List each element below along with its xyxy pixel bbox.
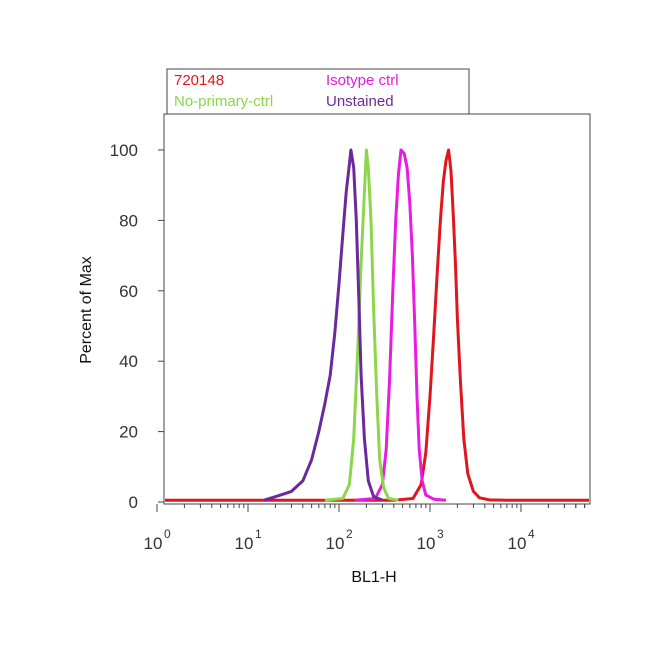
series-line-720148 [165,148,589,502]
x-tick-exponent: 0 [164,527,171,541]
legend-label-720148: 720148 [174,72,224,89]
x-tick-label: 10 [326,534,345,553]
x-tick-label: 10 [235,534,254,553]
x-axis: 10 0 10 1 10 2 10 3 10 4 [144,504,586,553]
x-tick-label: 10 [144,534,163,553]
y-tick-label: 20 [119,423,138,442]
legend-label-no-primary-ctrl: No-primary-ctrl [174,93,273,110]
legend-label-isotype-ctrl: Isotype ctrl [326,72,399,89]
y-tick-label: 80 [119,211,138,230]
series-line-no-primary-ctrl [324,148,399,502]
series-line-isotype-ctrl [354,148,447,502]
y-tick-label: 60 [119,282,138,301]
legend-box [166,68,470,115]
x-tick-exponent: 3 [437,527,444,541]
x-tick-exponent: 1 [255,527,262,541]
series-layer [165,148,589,502]
x-tick-label: 10 [417,534,436,553]
x-axis-label: BL1-H [351,569,396,586]
x-tick-exponent: 4 [528,527,535,541]
legend-label-unstained: Unstained [326,93,394,110]
y-axis-label: Percent of Max [78,256,95,364]
y-tick-label: 100 [110,141,138,160]
x-tick-label: 10 [508,534,527,553]
series-line-unstained [263,148,383,502]
x-tick-exponent: 2 [346,527,353,541]
plot-frame [163,113,591,505]
y-tick-label: 40 [119,352,138,371]
y-axis: 0 20 40 60 80 100 [110,141,164,512]
y-tick-label: 0 [129,493,138,512]
